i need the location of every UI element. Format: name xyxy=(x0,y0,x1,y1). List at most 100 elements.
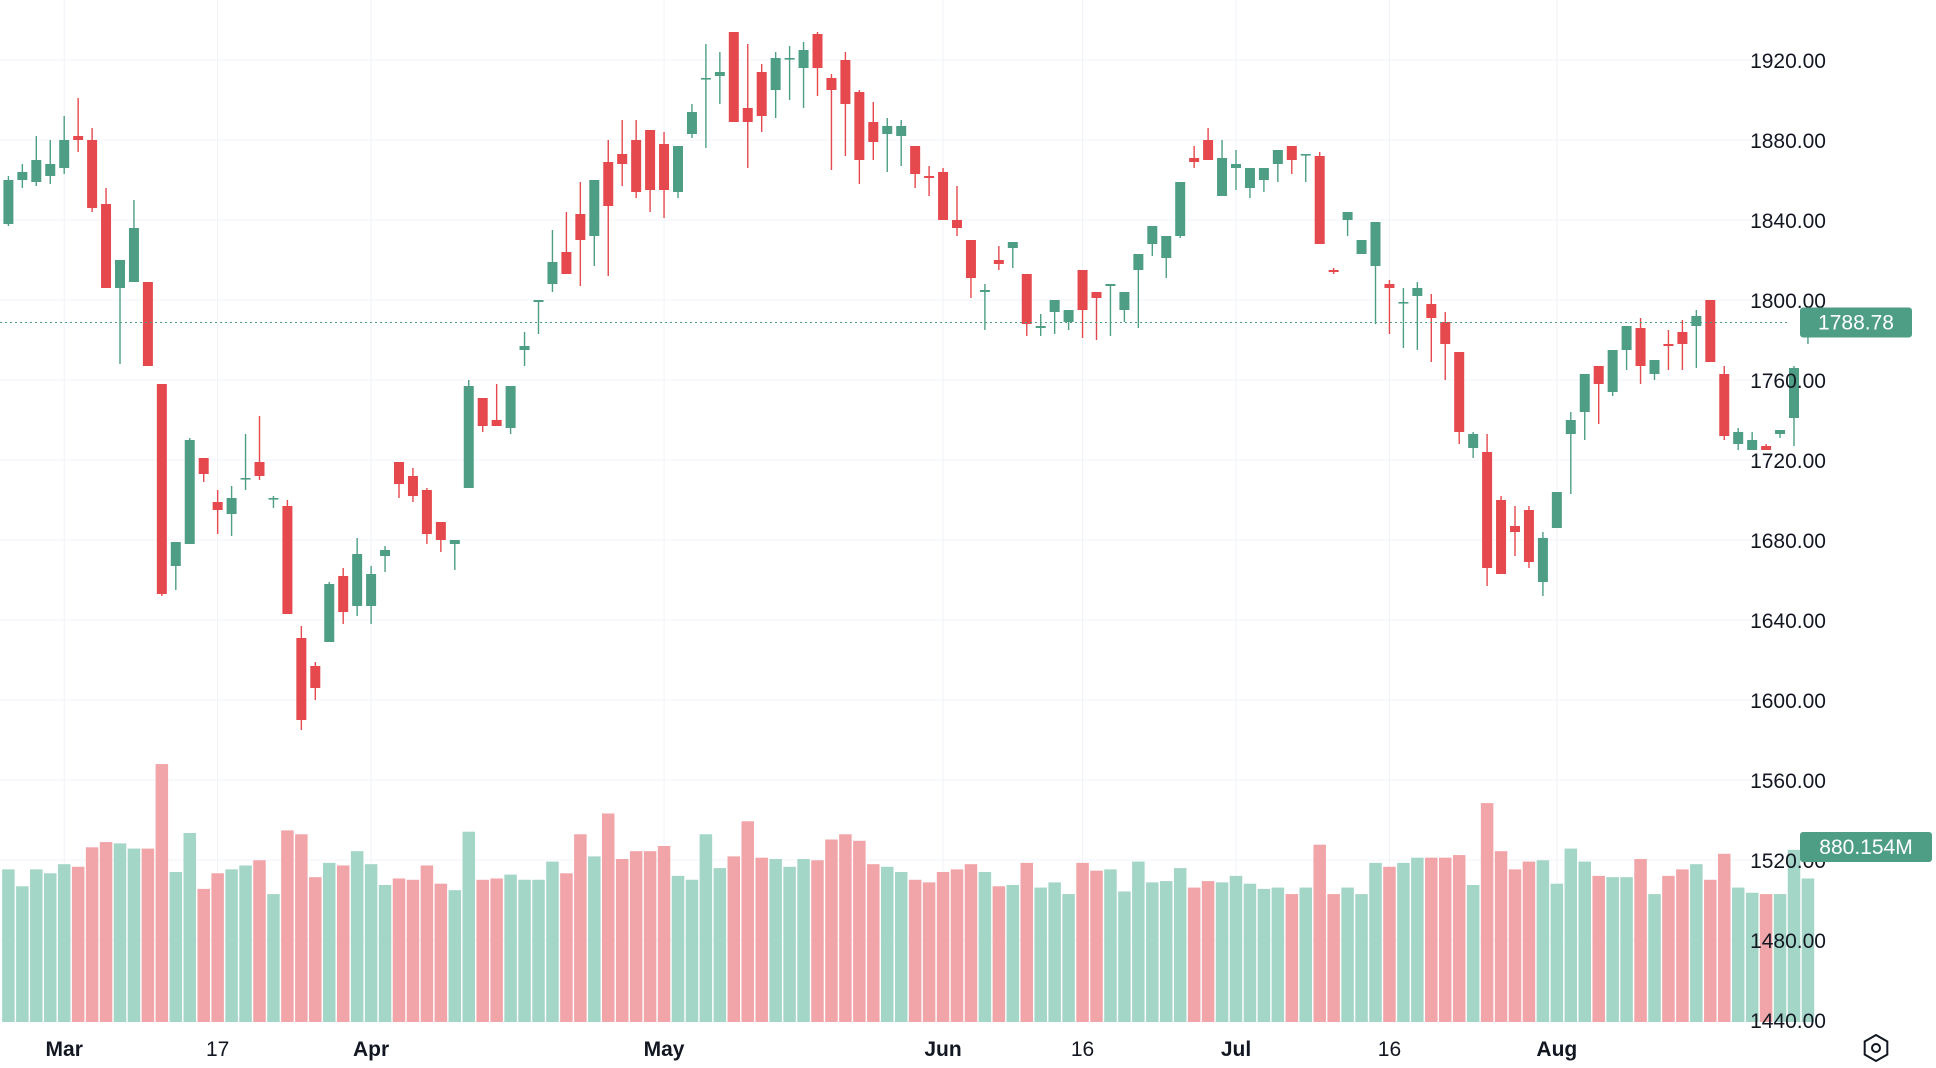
candle xyxy=(756,64,767,132)
volume-bar xyxy=(127,848,141,1022)
volume-bar xyxy=(797,858,810,1022)
candle xyxy=(1635,318,1646,384)
last-volume-badge: 880.154M xyxy=(1800,832,1932,862)
candle-body xyxy=(589,180,600,236)
candle-body xyxy=(435,522,446,540)
candle xyxy=(1537,532,1548,596)
candle xyxy=(1496,496,1507,574)
candle-body xyxy=(31,160,42,182)
candle xyxy=(1189,146,1200,168)
candle xyxy=(868,102,879,160)
time-axis[interactable]: Mar 17 Apr May Jun 16 Jul 16 Aug xyxy=(46,1038,1578,1061)
candle xyxy=(1370,222,1381,324)
price-axis[interactable]: 1440.001480.001520.001560.001600.001640.… xyxy=(1750,50,1826,1033)
candle-body xyxy=(882,126,893,134)
candle-body xyxy=(128,228,139,282)
candle-body xyxy=(603,162,614,206)
candle-body xyxy=(1147,226,1158,244)
volume-bar xyxy=(1662,875,1675,1022)
volume-bar xyxy=(267,894,280,1022)
candle xyxy=(156,384,167,596)
price-tick-label: 1480.00 xyxy=(1750,930,1826,953)
last-price-label: 1788.78 xyxy=(1818,311,1894,334)
candle xyxy=(798,42,809,108)
volume-bar xyxy=(629,851,643,1022)
volume-bar xyxy=(490,878,503,1022)
candle-body xyxy=(1649,360,1660,374)
volume-bar xyxy=(1773,894,1787,1022)
volume-bar xyxy=(1257,888,1271,1022)
volume-bar xyxy=(1522,861,1536,1022)
candle xyxy=(505,386,516,434)
candle-body xyxy=(575,214,586,240)
volume-bar xyxy=(602,813,615,1022)
candle-body xyxy=(1635,328,1646,366)
candle-body xyxy=(1761,446,1772,450)
candle-body xyxy=(910,146,921,174)
price-tick-label: 1640.00 xyxy=(1750,610,1826,633)
candle-body xyxy=(1370,222,1381,266)
volume-bar xyxy=(574,834,587,1022)
candle-body xyxy=(1691,316,1702,326)
volume-bar xyxy=(922,882,936,1022)
candle-body xyxy=(1217,158,1228,196)
candle xyxy=(1412,282,1423,350)
candle xyxy=(1091,292,1102,340)
candle-body xyxy=(73,136,84,140)
candle xyxy=(965,240,976,298)
volume-bar xyxy=(1801,878,1815,1022)
candle-body xyxy=(1119,292,1130,310)
candle-body xyxy=(979,290,990,292)
candle xyxy=(1244,168,1255,198)
volume-bar xyxy=(1160,881,1173,1022)
candle-body xyxy=(854,92,865,160)
hexagon-settings-icon[interactable] xyxy=(1863,1033,1889,1063)
candle-body xyxy=(101,204,112,288)
candle xyxy=(394,462,404,498)
candle xyxy=(673,146,683,198)
candle-body xyxy=(1091,292,1102,298)
candle xyxy=(631,120,642,198)
volume-bar xyxy=(1620,877,1633,1022)
volume-bar xyxy=(853,840,866,1022)
candle xyxy=(1565,412,1576,494)
candle-body xyxy=(1342,212,1353,220)
candle-body xyxy=(1203,140,1214,160)
volume-bar xyxy=(1466,884,1480,1022)
volume-bar xyxy=(378,884,392,1022)
candle xyxy=(1440,312,1451,380)
candle xyxy=(198,458,209,482)
candle xyxy=(1510,506,1520,556)
price-tick-label: 1760.00 xyxy=(1750,370,1826,393)
volume-bar xyxy=(1648,894,1661,1022)
candle-body xyxy=(407,476,418,496)
volume-bar xyxy=(1104,869,1117,1022)
candle xyxy=(561,212,572,274)
time-tick-label: 17 xyxy=(206,1038,229,1061)
candle xyxy=(1147,226,1158,256)
candle-body xyxy=(645,130,656,190)
candle xyxy=(589,180,600,266)
candle xyxy=(1314,152,1325,244)
candle xyxy=(742,44,753,168)
candle-body xyxy=(240,478,251,480)
volume-bar xyxy=(867,864,880,1022)
candle xyxy=(645,130,656,212)
volume-bar xyxy=(155,764,169,1022)
candle-body xyxy=(1719,374,1730,436)
volume-bar xyxy=(1536,860,1550,1022)
candle xyxy=(296,626,307,730)
candle xyxy=(1272,150,1283,182)
volume-bar xyxy=(1550,883,1564,1022)
candle xyxy=(31,136,42,186)
volume-bar xyxy=(1229,875,1243,1022)
volume-bar xyxy=(755,857,768,1022)
candle xyxy=(115,260,125,364)
volume-bar xyxy=(936,871,950,1022)
candle-body xyxy=(742,108,753,122)
candle-body xyxy=(366,574,377,606)
candle xyxy=(3,176,14,226)
candle xyxy=(1217,140,1228,196)
